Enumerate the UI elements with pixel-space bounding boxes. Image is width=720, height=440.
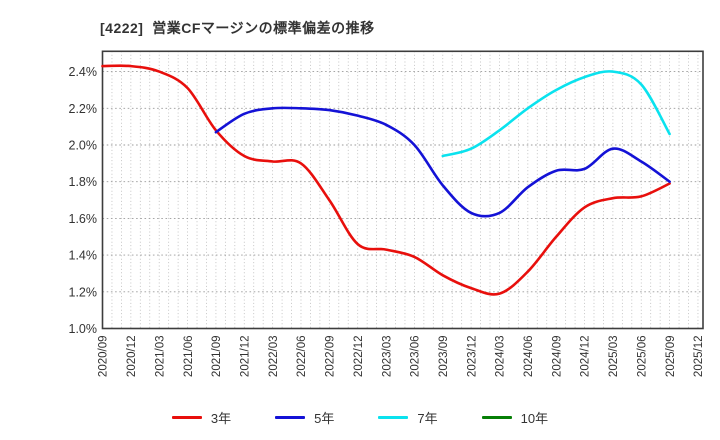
y-tick-label: 1.0%: [69, 322, 98, 336]
x-tick-label: 2024/09: [551, 336, 563, 378]
x-tick-label: 2021/06: [183, 336, 195, 378]
y-tick-label: 2.2%: [69, 102, 98, 116]
legend-label-3年: 3年: [210, 410, 232, 426]
legend-label-5年: 5年: [314, 410, 335, 426]
legend-item-7年: 7年: [378, 408, 438, 427]
x-axis-labels: 2020/09 2020/12 2021/03 2021/06 2021/09 2021/…: [98, 336, 705, 378]
y-tick-label: 2.0%: [69, 139, 98, 153]
series-line-7年: [441, 70, 671, 158]
legend-item-3年: 3年: [171, 408, 232, 427]
x-tick-label: 2024/03: [495, 336, 507, 378]
x-tick-label: 2023/12: [466, 336, 478, 378]
series-line-3年: [101, 64, 671, 296]
x-tick-label: 2024/06: [523, 336, 535, 378]
legend-swatch-3年: [171, 415, 202, 419]
x-tick-label: 2025/03: [608, 336, 620, 378]
x-tick-label: 2024/12: [580, 336, 592, 378]
y-tick-label: 1.8%: [69, 175, 98, 189]
x-tick-label: 2022/09: [325, 336, 337, 378]
plot-border: [101, 50, 704, 330]
chart-title: [4222] 営業CFマージンの標準偏差の推移: [100, 20, 375, 36]
x-tick-label: 2021/09: [211, 336, 223, 378]
x-tick-label: 2025/06: [636, 336, 648, 378]
x-tick-label: 2025/12: [693, 336, 705, 378]
x-tick-label: 2020/09: [98, 336, 110, 378]
x-tick-label: 2023/09: [438, 336, 450, 378]
y-tick-label: 2.4%: [69, 65, 98, 79]
chart-legend: 3年 5年 7年 10年: [0, 403, 720, 431]
legend-label-10年: 10年: [520, 410, 549, 426]
legend-item-10年: 10年: [481, 408, 549, 427]
x-tick-label: 2023/06: [410, 336, 422, 378]
legend-item-5年: 5年: [275, 408, 334, 427]
legend-label-7年: 7年: [417, 410, 438, 426]
y-tick-label: 1.6%: [69, 212, 98, 226]
x-tick-label: 2025/09: [665, 336, 677, 378]
legend-swatch-10年: [481, 415, 512, 419]
x-tick-label: 2021/12: [239, 336, 251, 378]
y-axis-labels: 1.0% 1.2% 1.4% 1.6% 1.8% 2.0% 2.2% 2.4%: [69, 65, 98, 336]
x-tick-label: 2022/12: [353, 336, 365, 378]
x-tick-label: 2020/12: [126, 336, 138, 378]
y-tick-label: 1.4%: [69, 249, 98, 263]
legend-swatch-7年: [378, 415, 409, 419]
x-tick-label: 2022/03: [268, 336, 280, 378]
x-tick-label: 2021/03: [154, 336, 166, 378]
legend-swatch-5年: [275, 415, 306, 419]
x-tick-label: 2023/03: [381, 336, 393, 378]
y-tick-label: 1.2%: [69, 285, 98, 299]
x-tick-label: 2022/06: [296, 336, 308, 378]
series-line-5年: [214, 106, 671, 218]
